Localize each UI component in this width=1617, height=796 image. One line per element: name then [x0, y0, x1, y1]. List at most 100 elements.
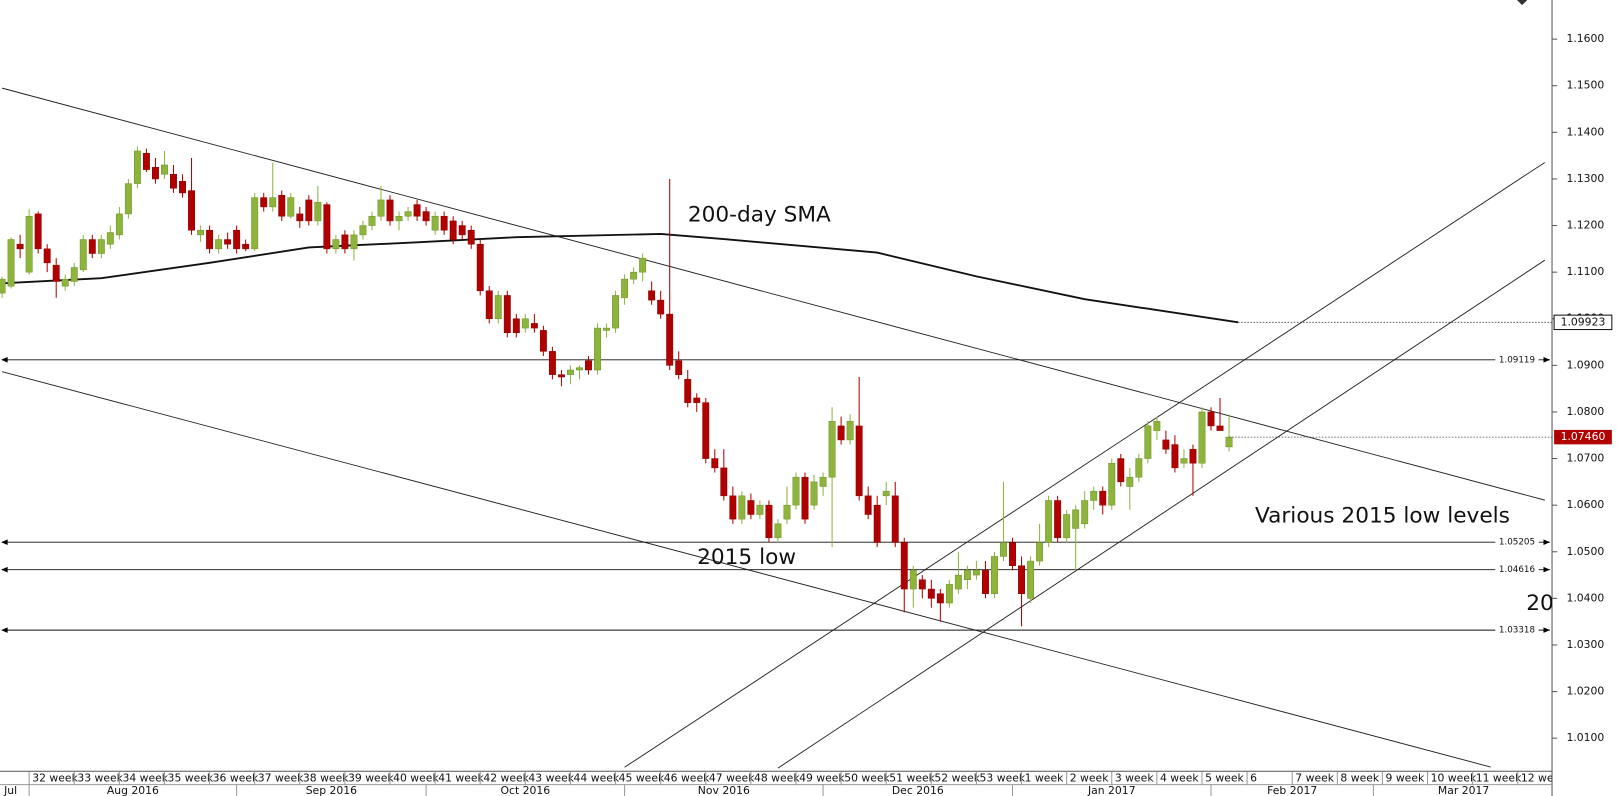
y-tick-label: 1.1600: [1566, 32, 1604, 45]
candle-body: [1000, 542, 1007, 557]
month-tick-label: Feb 2017: [1267, 784, 1317, 796]
week-tick-label: 31: [0, 771, 1, 784]
candle-body: [675, 360, 683, 375]
week-tick-label: 44 week: [574, 771, 620, 784]
candle-body: [503, 295, 511, 333]
week-tick-label: 36 week: [213, 771, 259, 784]
week-tick-label: 32 week: [32, 771, 78, 784]
candle-body: [864, 495, 872, 515]
candle-body: [359, 225, 367, 236]
candle-body: [648, 290, 656, 301]
candle-body: [765, 504, 773, 539]
candle-body: [720, 467, 728, 497]
week-tick-label: 4 week: [1160, 771, 1199, 784]
candle-body: [576, 367, 583, 371]
candle-body: [982, 570, 989, 594]
annotation: Various 2015 low levels: [1255, 504, 1510, 529]
month-tick-label: Mar 2017: [1438, 784, 1489, 796]
y-tick-label: 1.1500: [1566, 79, 1604, 92]
candle-body: [377, 199, 385, 217]
candle-body: [323, 204, 331, 250]
candle-body: [927, 588, 935, 599]
candle-body: [170, 174, 177, 189]
candle-body: [729, 495, 737, 520]
week-tick-label: 43 week: [528, 771, 574, 784]
level-label: 1.03318: [1499, 626, 1535, 636]
candle-body: [1207, 411, 1215, 427]
candle-body: [639, 257, 647, 273]
trendline: [1, 87, 1545, 501]
candle-body: [0, 278, 6, 294]
candle-body: [585, 360, 592, 371]
candle-body: [1180, 458, 1188, 464]
menu-arrow[interactable]: [1516, 0, 1528, 6]
candle-body: [1144, 425, 1152, 459]
candle-body: [918, 579, 926, 590]
candle-body: [702, 402, 710, 459]
sma-line: [2, 233, 1239, 324]
candle-body: [557, 374, 565, 378]
candle-body: [16, 243, 24, 250]
candle-body: [1027, 560, 1035, 599]
annotation: 20: [1526, 591, 1554, 616]
week-tick-label: 38 week: [303, 771, 349, 784]
candle-body: [133, 150, 141, 184]
candle-body: [1126, 476, 1134, 487]
month-tick-label: Jul: [3, 784, 17, 796]
level-label: 1.05205: [1499, 538, 1535, 548]
candle-body: [1072, 509, 1080, 529]
candle-body: [991, 556, 998, 594]
candle-body: [1063, 514, 1071, 539]
candle-body: [88, 239, 96, 254]
week-tick-label: 47 week: [709, 771, 755, 784]
candle-body: [1225, 436, 1233, 448]
month-tick-label: Nov 2016: [698, 784, 750, 796]
candle-body: [314, 201, 322, 222]
candle-body: [422, 211, 430, 222]
trendline: [624, 162, 1546, 768]
y-tick-label: 1.0100: [1566, 731, 1604, 744]
candle-body: [1135, 458, 1143, 478]
candle-body: [1171, 444, 1179, 469]
week-tick-label: 40 week: [393, 771, 439, 784]
candle-body: [61, 278, 69, 287]
candle-body: [287, 197, 295, 217]
candle-body: [115, 213, 123, 236]
candle-body: [476, 243, 484, 292]
week-tick-label: 9 week: [1386, 771, 1425, 784]
week-tick-label: 11 week: [1476, 771, 1522, 784]
candle-body: [1036, 542, 1044, 562]
week-tick-label: 2 week: [1070, 771, 1109, 784]
sma-level-box: [1553, 314, 1613, 331]
candle-body: [756, 504, 764, 515]
week-tick-label: 51 week: [889, 771, 935, 784]
candle-body: [242, 243, 250, 250]
month-tick-label: Sep 2016: [306, 784, 357, 796]
candle-body: [386, 199, 394, 222]
candle-body: [305, 199, 313, 222]
candle-body: [945, 584, 953, 604]
week-tick-label: 12 week: [1521, 771, 1567, 784]
week-tick-label: 42 week: [483, 771, 529, 784]
candle-body: [296, 213, 304, 222]
last-price-box: [1554, 429, 1612, 445]
candle-body: [530, 323, 538, 329]
y-tick-label: 1.0300: [1566, 638, 1604, 651]
candle-body: [747, 500, 755, 515]
candle-body: [819, 476, 827, 487]
candle-body: [404, 211, 412, 217]
candle-body: [1189, 448, 1197, 464]
month-tick-label: Jan 2017: [1087, 784, 1136, 796]
candle-body: [855, 425, 863, 497]
candle-body: [124, 183, 132, 215]
candle-body: [774, 523, 782, 539]
candle-body: [449, 220, 457, 240]
week-tick-label: 10 week: [1431, 771, 1477, 784]
y-tick-label: 1.0800: [1566, 405, 1604, 418]
candle-body: [1054, 500, 1062, 539]
y-tick-label: 1.0900: [1566, 358, 1604, 371]
candle-body: [1009, 542, 1016, 566]
level-label: 1.04616: [1499, 565, 1536, 575]
candle-body: [792, 476, 800, 506]
